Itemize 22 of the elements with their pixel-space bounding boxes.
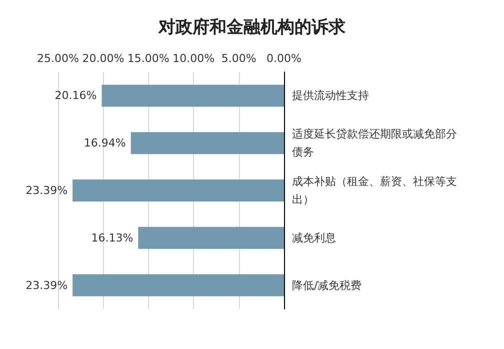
data-label: 20.16% [54, 89, 97, 102]
data-label: 16.13% [91, 231, 134, 244]
y-tick-label: 减免利息 [292, 231, 336, 244]
y-tick-label: 降低/减免税费 [292, 278, 362, 292]
data-label: 23.39% [26, 184, 68, 197]
data-label: 23.39% [26, 278, 68, 292]
y-tick-label: 适度延长贷款偿还期限或减免部分债务 [292, 128, 457, 159]
data-label: 16.94% [84, 136, 126, 150]
y-tick-label: 提供流动性支持 [292, 89, 369, 102]
x-tick-label: 20.00% [82, 52, 124, 65]
bar [72, 274, 284, 296]
bar [130, 132, 284, 154]
x-tick-label: 5.00% [221, 52, 256, 65]
chart-title: 对政府和金融机构的诉求 [158, 18, 346, 38]
bar [102, 84, 284, 107]
x-tick-label: 15.00% [127, 52, 170, 65]
x-tick-label: 0.00% [266, 52, 302, 65]
bar [138, 226, 284, 249]
x-tick-label: 25.00% [37, 52, 79, 65]
y-tick-label: 成本补贴（租金、薪资、社保等支出） [292, 175, 457, 206]
x-tick-label: 10.00% [172, 52, 215, 65]
bar [72, 180, 284, 202]
